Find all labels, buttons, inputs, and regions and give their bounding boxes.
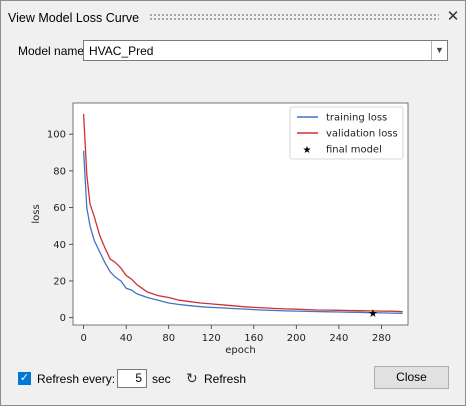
chevron-down-icon[interactable]: ▼ <box>431 41 447 60</box>
x-tick-label: 240 <box>329 333 348 344</box>
training-loss-line <box>82 150 403 314</box>
x-axis-label: epoch <box>225 345 255 356</box>
checkbox-checked-icon[interactable]: ✓ <box>18 372 31 385</box>
legend-star-marker: ★ <box>303 145 312 156</box>
refresh-every-label[interactable]: Refresh every: <box>37 372 116 386</box>
loss-curve-chart: 0 40 80 120 160 200 240 280 0 20 40 60 80 100 epoch los… <box>31 102 409 356</box>
x-tick-label: 80 <box>162 333 175 344</box>
legend-label: final model <box>326 145 382 156</box>
y-tick-label: 20 <box>53 276 66 287</box>
refresh-interval-input[interactable]: 5 <box>117 369 147 388</box>
model-name-dropdown[interactable]: HVAC_Pred ▼ <box>83 40 448 61</box>
refresh-button[interactable]: Refresh <box>204 372 247 386</box>
close-button[interactable]: Close <box>374 366 449 389</box>
legend-label: validation loss <box>326 129 398 140</box>
x-tick-label: 0 <box>80 333 86 344</box>
x-tick-label: 200 <box>287 333 306 344</box>
window-title: View Model Loss Curve <box>8 11 140 25</box>
drag-grip[interactable] <box>149 13 439 21</box>
y-tick-label: 40 <box>53 240 66 251</box>
close-icon[interactable]: ✕ <box>446 8 460 25</box>
x-tick-label: 40 <box>120 333 133 344</box>
legend-box <box>289 106 404 160</box>
y-tick-label: 60 <box>53 203 66 214</box>
validation-loss-line <box>82 113 403 313</box>
x-tick-label: 280 <box>372 333 391 344</box>
sec-label: sec <box>152 372 171 386</box>
y-axis-label: loss <box>31 204 42 223</box>
y-tick-label: 0 <box>60 313 66 324</box>
y-tick-label: 100 <box>47 130 66 141</box>
final-model-marker: ★ <box>368 308 378 320</box>
model-name-label: Model name: <box>18 44 88 58</box>
y-tick-label: 80 <box>53 166 66 177</box>
title-bar[interactable]: View Model Loss Curve ✕ <box>1 1 465 33</box>
refresh-icon[interactable]: ↻ <box>186 370 198 386</box>
x-tick-label: 120 <box>202 333 221 344</box>
model-name-value: HVAC_Pred <box>89 44 154 58</box>
x-tick-label: 160 <box>244 333 263 344</box>
legend-label: training loss <box>326 113 387 124</box>
